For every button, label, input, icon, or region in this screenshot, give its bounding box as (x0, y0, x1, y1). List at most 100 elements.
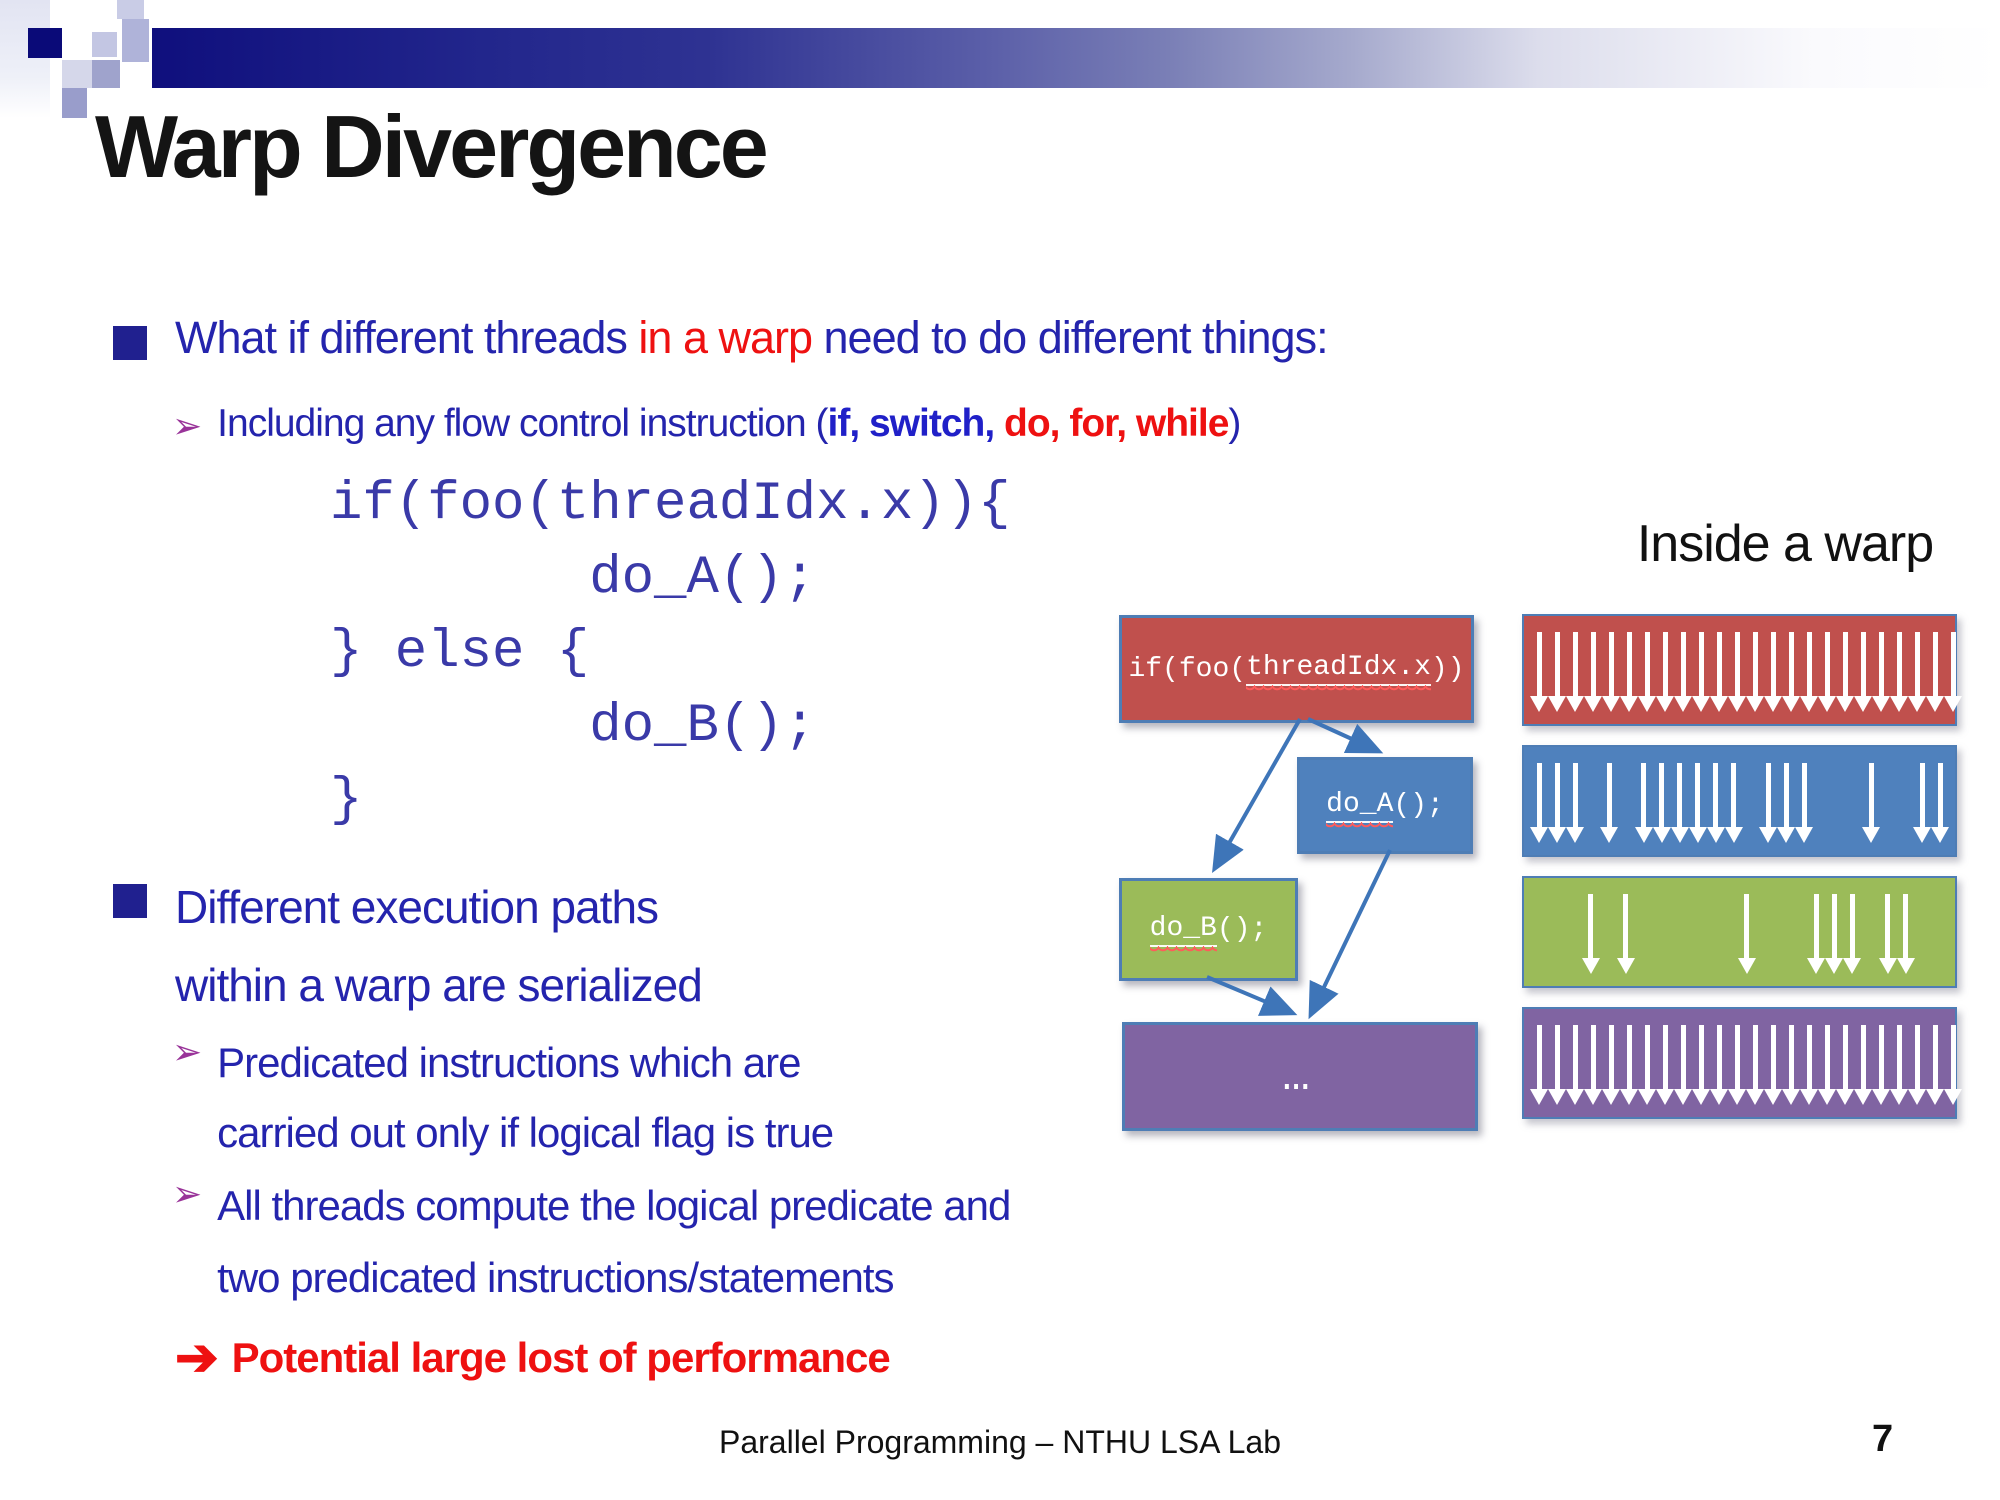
warp-bar-do-a (1522, 745, 1957, 857)
deco-left-strip (0, 0, 50, 118)
thread-slot-empty (1790, 894, 1807, 974)
thread-arrow (1782, 632, 1800, 712)
bullet-1: What if different threads in a warp need… (113, 312, 1329, 364)
thread-arrow (1926, 632, 1944, 712)
warp-bar-rest (1522, 1007, 1962, 1119)
thread-arrow (1530, 1025, 1548, 1105)
bullet-1-text: What if different threads in a warp need… (175, 312, 1329, 364)
thread-arrow (1600, 763, 1619, 843)
thread-slot-empty (1652, 894, 1669, 974)
thread-arrow (1800, 632, 1818, 712)
bullet-2-text: Different execution paths within a warp … (175, 868, 703, 1024)
thread-arrow (1800, 1025, 1818, 1105)
thread-arrow (1944, 632, 1962, 712)
thread-arrow (1807, 894, 1826, 974)
thread-arrow (1782, 1025, 1800, 1105)
flow-do-b-box: do_B (); (1119, 878, 1298, 981)
thread-arrow (1764, 1025, 1782, 1105)
thread-slot-empty (1669, 894, 1686, 974)
square-bullet-icon (113, 884, 147, 918)
sub3-line1: All threads compute the logical predicat… (217, 1182, 1011, 1229)
sub1-keywords-red: do, for, while (994, 402, 1229, 445)
thread-arrow (1843, 894, 1862, 974)
bullet-1-part1: What if different threads (175, 312, 639, 363)
thread-arrow (1931, 763, 1949, 843)
sub1-part4: ) (1228, 402, 1241, 445)
thread-arrow (1836, 1025, 1854, 1105)
sub-bullet-2: ➢ Predicated instructions which are carr… (172, 1028, 834, 1168)
thread-arrow (1584, 1025, 1602, 1105)
deco-square (122, 19, 149, 62)
thread-arrow (1530, 763, 1548, 843)
sub-bullet-1-text: Including any flow control instruction (… (217, 402, 1241, 446)
thread-slot-empty (1861, 894, 1878, 974)
thread-arrow (1759, 763, 1778, 843)
thread-arrow (1872, 632, 1890, 712)
thread-arrow (1688, 763, 1707, 843)
thread-arrow (1638, 632, 1656, 712)
thread-slot-empty (1773, 894, 1790, 974)
thread-arrow (1913, 763, 1931, 843)
flow-if-post: )) (1430, 653, 1465, 685)
thread-arrow (1620, 632, 1638, 712)
warp-bar-do-b (1522, 876, 1957, 988)
thread-arrow (1670, 763, 1689, 843)
bullet-2-line2: within a warp are serialized (175, 959, 703, 1011)
flow-do-a-post: (); (1393, 790, 1444, 821)
thread-slot-empty (1704, 894, 1721, 974)
flow-if-pre: if(foo( (1128, 653, 1247, 685)
thread-arrow (1616, 894, 1635, 974)
thread-arrow (1764, 632, 1782, 712)
sub3-line2: two predicated instructions/statements (217, 1254, 894, 1301)
thread-arrow (1710, 632, 1728, 712)
code-line: do_A(); (330, 548, 817, 609)
arrow-bullet-icon: ➢ (172, 1031, 202, 1072)
thread-arrow (1890, 1025, 1908, 1105)
thread-arrow (1878, 894, 1897, 974)
thread-arrow (1890, 632, 1908, 712)
thread-arrow (1692, 1025, 1710, 1105)
thread-slot-empty (1932, 894, 1949, 974)
thread-arrow (1602, 632, 1620, 712)
inside-a-warp-label: Inside a warp (1636, 515, 1934, 573)
thread-arrow (1795, 763, 1814, 843)
page-title: Warp Divergence (95, 97, 769, 196)
thread-slot-empty (1635, 894, 1652, 974)
deco-square (62, 60, 92, 88)
thread-arrow (1926, 1025, 1944, 1105)
arrow-bullet-icon: ➢ (172, 1173, 202, 1214)
sub2-line1: Predicated instructions which are (217, 1039, 801, 1086)
flow-do-a-wavy: do_A (1326, 789, 1394, 828)
thread-arrow (1638, 1025, 1656, 1105)
deco-square-navy (28, 28, 62, 58)
sub-bullet-3: ➢ All threads compute the logical predic… (172, 1170, 1011, 1314)
footer-text: Parallel Programming – NTHU LSA Lab (718, 1424, 1281, 1460)
bullet-1-part3: need to do different things: (812, 312, 1329, 363)
thread-slot-empty (1830, 763, 1846, 843)
thread-arrow (1566, 1025, 1584, 1105)
thread-arrow (1652, 763, 1671, 843)
thread-slot-empty (1530, 894, 1547, 974)
thread-arrow (1656, 1025, 1674, 1105)
thread-arrow (1656, 632, 1674, 712)
bullet-2: Different execution paths within a warp … (113, 868, 703, 1024)
thread-arrow (1777, 763, 1796, 843)
sub-bullet-2-text: Predicated instructions which are carrie… (217, 1028, 834, 1168)
thread-arrow (1737, 894, 1756, 974)
thread-arrow (1854, 1025, 1872, 1105)
thread-arrow (1818, 632, 1836, 712)
thread-arrow (1944, 1025, 1962, 1105)
thread-slot-empty (1600, 894, 1617, 974)
arrow-bullet-icon: ➢ (172, 405, 202, 446)
thread-slot-empty (1756, 894, 1773, 974)
thread-slot-empty (1897, 763, 1913, 843)
thread-arrow (1581, 894, 1600, 974)
thread-arrow (1724, 763, 1743, 843)
thread-slot-empty (1686, 894, 1703, 974)
thread-arrow (1710, 1025, 1728, 1105)
conclusion-text: Potential large lost of performance (231, 1334, 891, 1381)
code-line: do_B(); (330, 696, 817, 757)
thread-slot-empty (1880, 763, 1896, 843)
thread-arrow (1692, 632, 1710, 712)
thread-arrow (1825, 894, 1844, 974)
